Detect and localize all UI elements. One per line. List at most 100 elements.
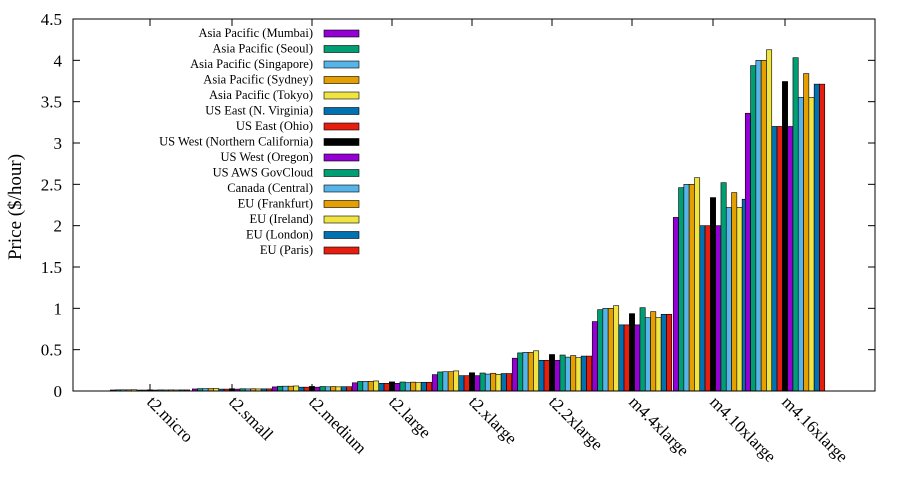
bar	[782, 81, 788, 392]
y-tick-label: 2	[54, 217, 63, 236]
bar	[678, 187, 685, 392]
x-tick-label: t2.medium	[305, 392, 370, 457]
legend-swatch	[323, 215, 360, 224]
bar	[744, 112, 751, 392]
bar	[771, 126, 778, 392]
bar	[750, 65, 757, 392]
bar	[399, 381, 406, 392]
bar	[303, 386, 310, 392]
x-tick-label: m4.16xlarge	[778, 392, 852, 466]
y-tick-label: 1	[54, 299, 63, 318]
y-tick-label: 4.5	[41, 10, 62, 29]
y-tick-label: 3	[54, 134, 63, 153]
bar	[479, 372, 486, 392]
bar	[731, 192, 738, 392]
bar-group-t2-2xlarge	[511, 350, 593, 392]
bar	[797, 97, 804, 392]
bar-group-m4-16xlarge	[744, 49, 826, 392]
y-tick-label: 4	[54, 51, 63, 70]
legend-label: Asia Pacific (Mumbai)	[198, 26, 313, 40]
y-axis-label: Price ($/hour)	[5, 154, 26, 260]
x-tick-label: m4.10xlarge	[706, 392, 780, 466]
bar-group-m4-10xlarge	[672, 177, 754, 392]
legend-swatch	[323, 246, 360, 255]
bar	[463, 375, 470, 392]
legend-swatch	[323, 200, 360, 208]
bar	[623, 324, 630, 392]
bar	[607, 308, 614, 392]
legend-swatch	[323, 45, 360, 53]
bar	[559, 354, 566, 392]
bar	[766, 49, 773, 392]
x-tick-label: t2.small	[225, 392, 277, 444]
legend-item: EU (Ireland)	[249, 212, 360, 226]
bar-group-m4-4xlarge	[591, 305, 673, 392]
bar	[666, 313, 673, 392]
y-tick-label: 0.5	[41, 341, 62, 360]
bar	[298, 386, 305, 392]
bar	[330, 386, 337, 392]
bar	[694, 177, 701, 392]
bar	[506, 373, 513, 392]
legend-swatch	[323, 153, 360, 162]
bar	[527, 352, 534, 392]
legend-item: Asia Pacific (Seoul)	[212, 42, 360, 56]
bar	[699, 225, 706, 392]
legend-item: Asia Pacific (Mumbai)	[198, 26, 360, 40]
bar	[755, 60, 762, 392]
bar	[792, 57, 799, 392]
legend-label: US West (Oregon)	[221, 150, 314, 164]
legend-item: Asia Pacific (Tokyo)	[209, 88, 360, 102]
bar	[453, 370, 460, 392]
bar	[704, 225, 711, 392]
bar	[351, 382, 358, 392]
legend-item: US West (Oregon)	[221, 150, 360, 164]
legend-swatch	[323, 122, 360, 131]
bar	[394, 383, 401, 392]
bar	[500, 373, 507, 392]
legend-item: Canada (Central)	[227, 181, 360, 195]
bar	[776, 126, 783, 392]
bar	[650, 311, 657, 392]
legend-swatch	[323, 76, 360, 84]
bar	[597, 309, 604, 392]
legend-label: Asia Pacific (Sydney)	[203, 73, 313, 87]
bar	[634, 324, 641, 392]
bar	[715, 225, 722, 392]
bar	[575, 357, 582, 392]
bar	[277, 385, 284, 392]
bar	[431, 374, 438, 392]
bar	[458, 375, 465, 392]
bar	[442, 371, 449, 392]
bar	[808, 97, 815, 392]
legend-item: US AWS GovCloud	[213, 166, 360, 180]
bar	[517, 352, 524, 392]
bar	[613, 305, 620, 392]
y-tick-label: 2.5	[41, 175, 62, 194]
bar	[644, 317, 651, 392]
bar	[586, 355, 593, 392]
legend-swatch	[323, 231, 360, 239]
bar	[725, 207, 732, 392]
legend-item: Asia Pacific (Sydney)	[203, 73, 360, 87]
bar	[819, 83, 826, 392]
x-tick-label: m4.4xlarge	[625, 392, 693, 460]
bar	[415, 382, 422, 392]
bar	[373, 380, 380, 392]
bar	[639, 307, 646, 392]
bar	[484, 373, 491, 392]
bar	[655, 317, 662, 392]
y-tick-label: 1.5	[41, 258, 62, 277]
bar	[474, 375, 481, 392]
bar	[629, 313, 635, 392]
bar	[602, 308, 609, 392]
bar	[293, 385, 300, 392]
bar	[319, 386, 326, 392]
legend-item: US West (Northern California)	[159, 135, 360, 149]
x-tick-label: t2.micro	[143, 392, 197, 446]
x-tick-label: t2.2xlarge	[545, 392, 607, 454]
x-tick-label: t2.xlarge	[465, 392, 521, 448]
bar	[271, 386, 278, 392]
bar	[314, 386, 321, 392]
